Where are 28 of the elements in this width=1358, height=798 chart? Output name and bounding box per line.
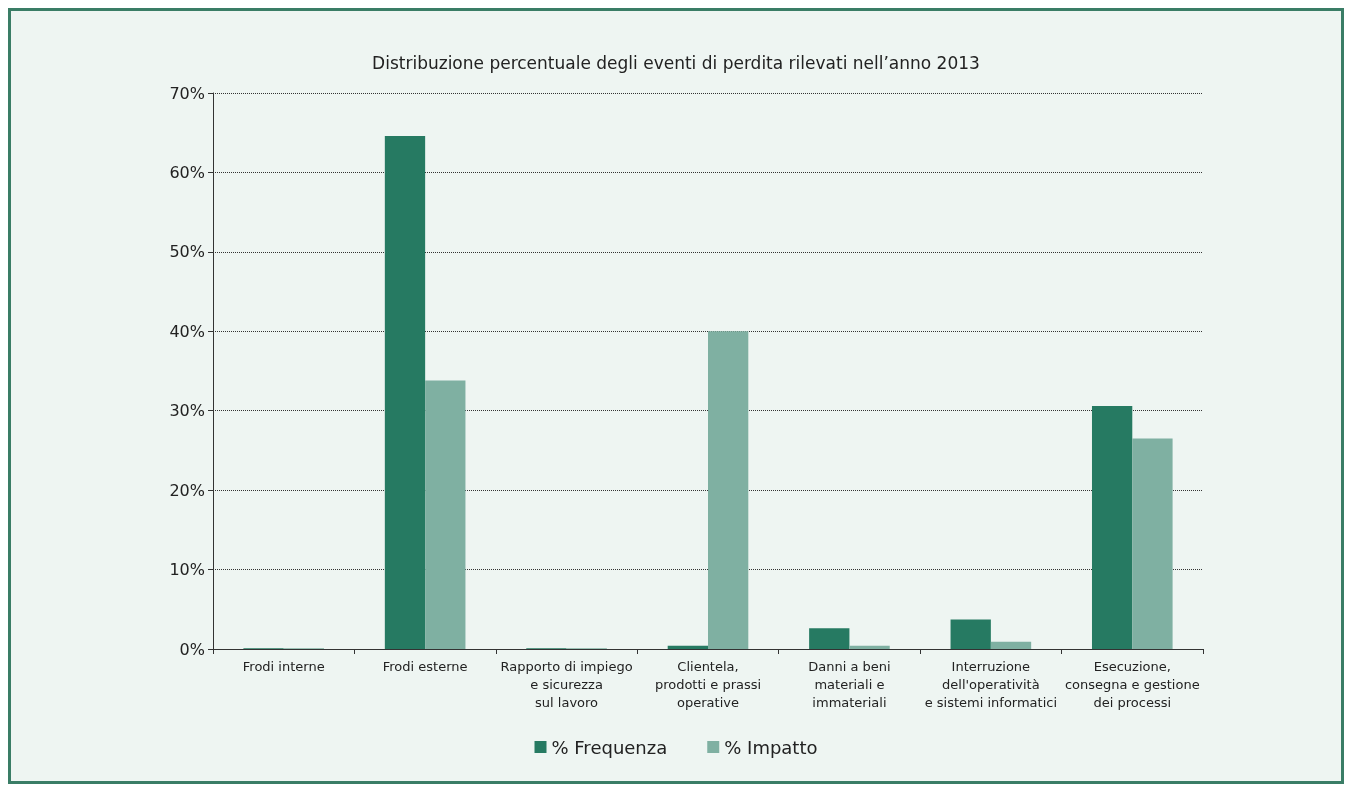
bar bbox=[1091, 405, 1133, 649]
x-tick-label: Danni a beni materiali e immateriali bbox=[808, 658, 891, 710]
bar bbox=[990, 641, 1032, 649]
x-tick-label: Esecuzione, consegna e gestione dei processi bbox=[1064, 658, 1200, 710]
y-tick-label: 70% bbox=[169, 83, 205, 103]
x-tick-label: Frodi esterne bbox=[382, 658, 468, 674]
y-tick-label: 0% bbox=[179, 639, 205, 659]
bar bbox=[1132, 438, 1173, 649]
legend-label: % Frequenza bbox=[551, 736, 668, 758]
bar bbox=[950, 619, 991, 649]
y-tick-label: 10% bbox=[169, 560, 205, 580]
x-tick-label: Frodi interne bbox=[242, 658, 325, 674]
x-tick-label: Clientela, prodotti e prassi operative bbox=[654, 658, 762, 710]
bar bbox=[708, 331, 749, 649]
y-tick-label: 40% bbox=[169, 321, 205, 341]
x-tick-label: Interruzione dell'operatività e sistemi informatici bbox=[924, 658, 1058, 710]
y-tick-label: 20% bbox=[169, 480, 205, 500]
chart-title: Distribuzione percentuale degli eventi di perdita rilevati nell’anno 2013 bbox=[372, 52, 980, 73]
bar bbox=[809, 628, 850, 649]
bar bbox=[425, 380, 466, 649]
bar bbox=[667, 645, 708, 649]
y-tick-label: 50% bbox=[169, 242, 205, 262]
bar bbox=[384, 135, 426, 649]
legend-label: % Impatto bbox=[724, 736, 818, 758]
y-tick-label: 60% bbox=[169, 162, 205, 182]
x-tick-label: Rapporto di impiego e sicurezza sul lavoro bbox=[500, 658, 633, 710]
bar bbox=[849, 645, 890, 649]
y-tick-label: 30% bbox=[169, 401, 205, 421]
